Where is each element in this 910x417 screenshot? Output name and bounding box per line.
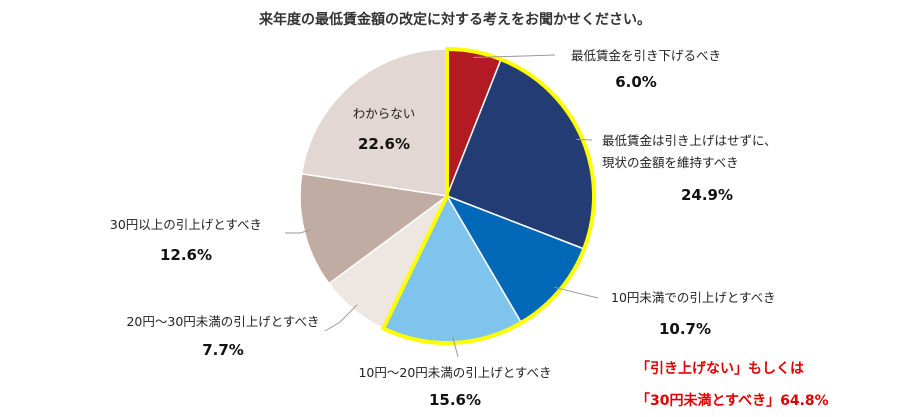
leader-line (324, 304, 358, 332)
leader-line (285, 229, 311, 234)
chart-title: 来年度の最低賃金額の改定に対する考えをお聞かせください。 (258, 11, 651, 28)
slice-label: 10円～20円未満の引上げとすべき (358, 365, 551, 380)
annotation-line-2: 「30円未満とすべき」64.8% (636, 392, 829, 409)
slice-value-label: 24.9% (681, 186, 733, 204)
slice-value-label: 7.7% (202, 341, 244, 359)
highlight-outline (381, 47, 596, 345)
annotation-line-1: 「引き上げない」もしくは (636, 360, 804, 377)
leader-line (473, 54, 556, 58)
slice-label: 現状の金額を維持すべき (602, 155, 739, 170)
slice-value-label: 12.6% (160, 246, 212, 264)
slice-label: 最低賃金を引き下げるべき (571, 48, 721, 63)
slice-value-label: 10.7% (659, 320, 711, 338)
slice-value-label: 22.6% (358, 135, 410, 153)
slice-value-label: 6.0% (615, 73, 657, 91)
leader-line (452, 336, 459, 358)
slice-label: 30円以上の引上げとすべき (110, 217, 262, 232)
leader-line (554, 286, 599, 299)
slice-label: わからない (353, 106, 416, 121)
slice-label: 20円～30円未満の引上げとすべき (126, 314, 319, 329)
leader-line (576, 138, 593, 141)
slice-value-label: 15.6% (429, 391, 481, 409)
slice-label: 10円未満での引上げとすべき (611, 290, 776, 305)
slice-label: 最低賃金は引き上げはせずに、 (602, 133, 777, 148)
pie-slice (300, 48, 448, 197)
